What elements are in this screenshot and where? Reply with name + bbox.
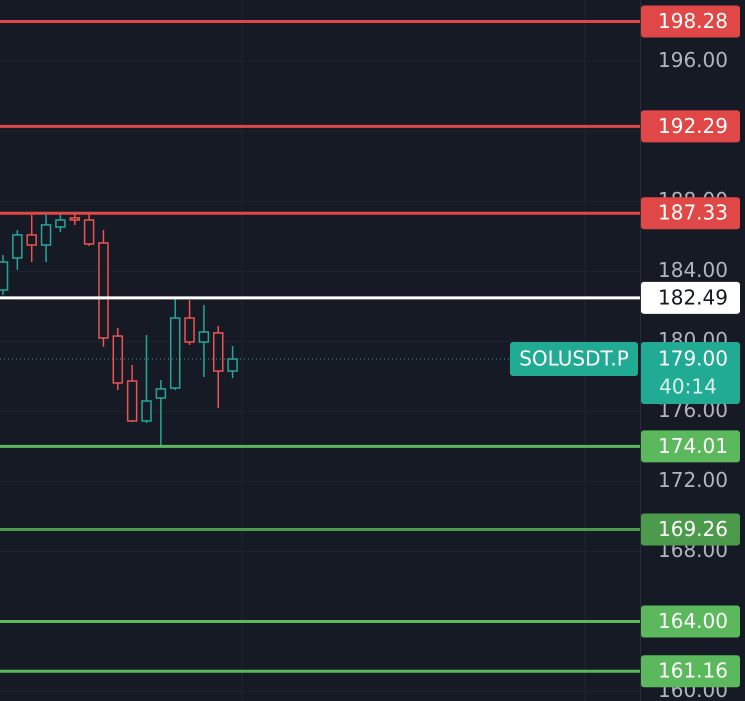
y-tick-label: 196.00 [658, 48, 728, 72]
candle-body [0, 261, 9, 291]
candle-body [184, 317, 195, 343]
symbol-badge [510, 341, 638, 376]
level-badge [641, 605, 740, 638]
y-tick-label: 184.00 [658, 258, 728, 282]
candle-body [12, 234, 23, 259]
level-label: 174.01 [658, 434, 728, 458]
level-badge [641, 5, 740, 38]
level-badge [641, 110, 740, 143]
last-price-label: 179.00 [658, 346, 728, 370]
candle-body [169, 317, 181, 389]
candle-body [69, 217, 80, 221]
candle-body [55, 219, 66, 228]
candle-body [98, 242, 109, 339]
level-label: 164.00 [658, 609, 728, 633]
candle-body [40, 224, 52, 246]
last-price-badge [641, 341, 740, 404]
candle-body [26, 234, 37, 246]
level-badge [641, 430, 740, 463]
countdown-label: 40:14 [659, 374, 717, 398]
level-label: 198.28 [658, 9, 728, 33]
candle-body [112, 335, 124, 384]
level-badge [641, 655, 740, 688]
level-label: 187.33 [658, 201, 728, 225]
candle-body [227, 358, 238, 372]
level-label: 161.16 [658, 659, 728, 683]
candle-body [83, 219, 95, 245]
level-badge [641, 281, 740, 314]
level-badge [641, 197, 740, 230]
candle-body [198, 331, 210, 343]
level-label: 169.26 [658, 517, 728, 541]
level-badge [641, 513, 740, 546]
symbol-label: SOLUSDT.P [519, 346, 629, 370]
level-label: 192.29 [658, 114, 728, 138]
candle-body [213, 332, 224, 372]
candle-body [141, 400, 152, 422]
candle-body [155, 388, 167, 399]
y-tick-label: 172.00 [658, 468, 728, 492]
level-label: 182.49 [658, 285, 728, 309]
candle-body [126, 380, 138, 422]
